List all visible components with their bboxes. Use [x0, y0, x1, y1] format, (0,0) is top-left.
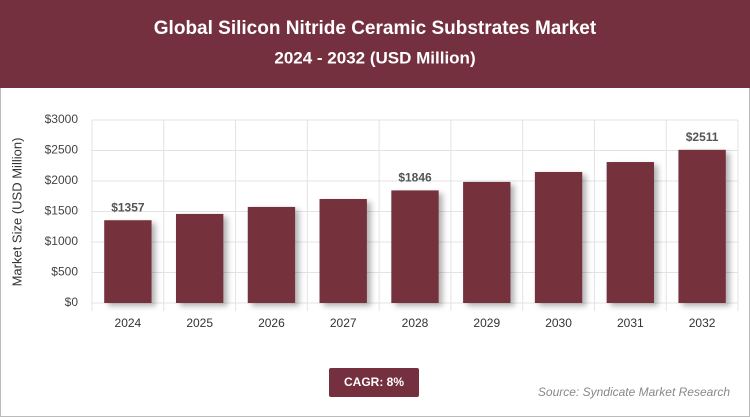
cagr-label: CAGR: 8%: [344, 375, 404, 389]
y-axis-label: Market Size (USD Million): [9, 138, 24, 287]
bar: [319, 198, 367, 303]
bar: [175, 213, 224, 303]
chart-subtitle: 2024 - 2032 (USD Million): [274, 48, 475, 67]
x-tick-label: 2032: [689, 316, 716, 330]
y-tick-label: $2000: [45, 173, 79, 187]
y-tick-label: $1000: [45, 234, 79, 248]
bar: [606, 162, 655, 303]
y-tick-label: $2500: [45, 143, 79, 157]
y-tick-label: $3000: [45, 112, 79, 126]
value-label: $1357: [111, 200, 145, 214]
bar: [534, 171, 583, 303]
x-tick-label: 2029: [473, 316, 500, 330]
cagr-box: [329, 368, 419, 397]
header: [0, 0, 750, 88]
x-tick-label: 2027: [330, 316, 357, 330]
x-tick-label: 2024: [115, 316, 142, 330]
bar: [104, 220, 152, 303]
chart-title: Global Silicon Nitride Ceramic Substrate…: [154, 18, 597, 39]
bar: [678, 149, 726, 303]
bar: [463, 181, 511, 303]
x-tick-label: 2025: [186, 316, 213, 330]
value-label: $2511: [686, 130, 719, 144]
bar: [391, 190, 439, 303]
source: Source: Syndicate Market Research: [538, 385, 730, 399]
y-tick-label: $1500: [45, 204, 79, 218]
y-tick-label: $0: [65, 295, 79, 309]
x-tick-label: 2026: [258, 316, 285, 330]
x-tick-label: 2028: [402, 316, 429, 330]
x-tick-label: 2030: [545, 316, 572, 330]
bar: [247, 206, 296, 303]
x-tick-label: 2031: [617, 316, 644, 330]
value-label: $1846: [398, 171, 432, 185]
y-tick-label: $500: [51, 265, 78, 279]
